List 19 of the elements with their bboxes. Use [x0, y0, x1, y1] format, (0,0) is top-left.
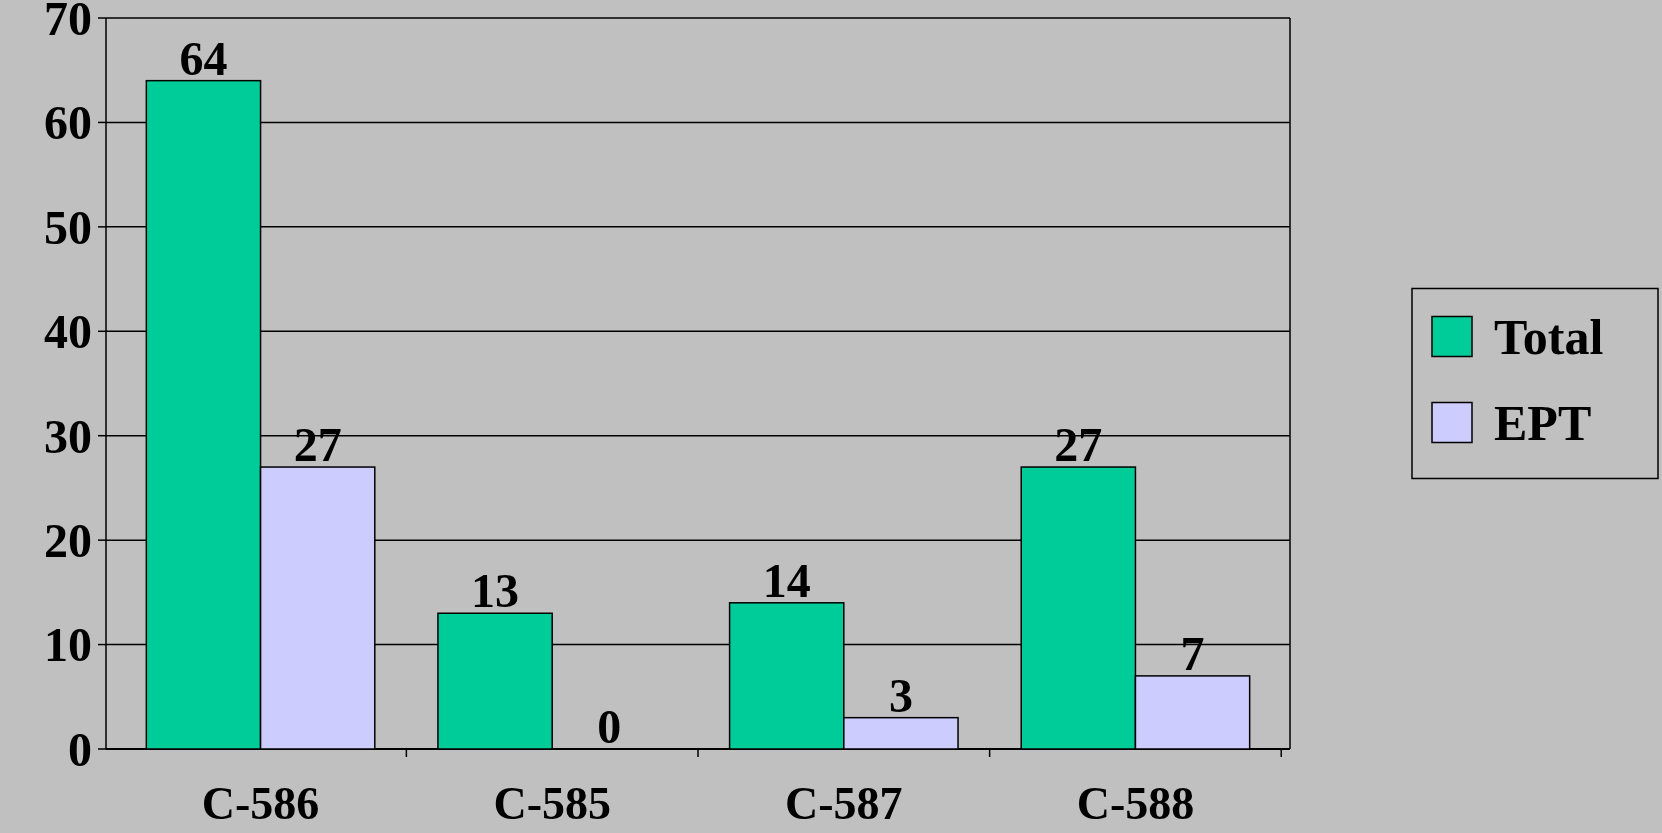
y-tick-label: 50 — [44, 200, 92, 254]
x-tick-label: C-586 — [201, 778, 320, 829]
data-label: 3 — [888, 668, 913, 722]
y-tick-label: 70 — [44, 0, 92, 45]
data-label: 14 — [762, 553, 811, 607]
data-label: 13 — [471, 564, 520, 618]
legend-label: EPT — [1494, 395, 1592, 451]
y-tick-label: 60 — [44, 96, 92, 150]
legend-label: Total — [1494, 309, 1604, 365]
x-tick-label: C-585 — [493, 778, 611, 829]
data-label: 64 — [179, 31, 228, 85]
y-tick-label: 30 — [44, 409, 92, 463]
y-tick-label: 0 — [68, 722, 92, 776]
data-label: 0 — [597, 700, 622, 753]
x-tick-label: C-588 — [1076, 778, 1195, 829]
x-tick-label: C-587 — [785, 778, 903, 829]
y-tick-label: 10 — [44, 618, 92, 672]
y-tick-label: 20 — [44, 513, 92, 567]
y-tick-label: 40 — [44, 305, 92, 359]
